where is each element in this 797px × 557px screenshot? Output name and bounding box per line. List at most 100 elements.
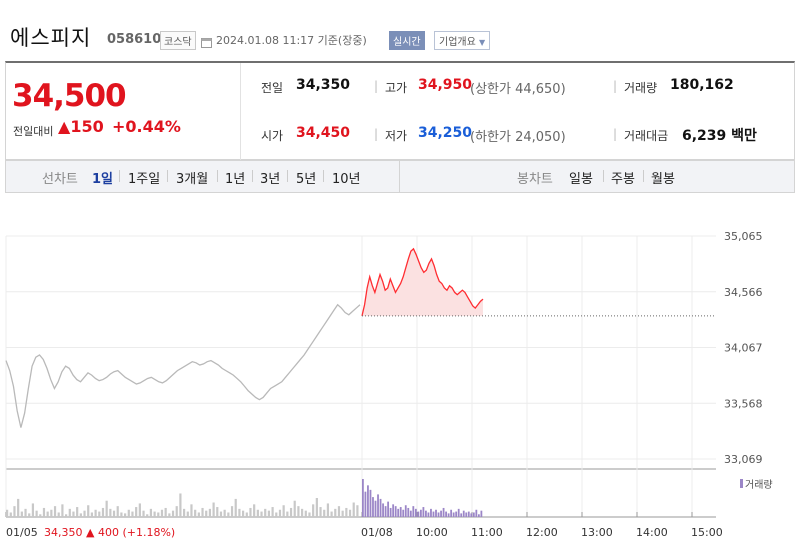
tab-3month[interactable]: 3개월	[176, 172, 209, 187]
volume-bar-today	[402, 509, 405, 517]
volume-bar-prev	[245, 512, 248, 517]
volume-bar-today	[440, 510, 442, 517]
volume-bar-prev	[116, 506, 119, 517]
volume-legend-swatch	[740, 479, 743, 488]
volume-bar-today	[447, 513, 450, 517]
volume-bar-today	[480, 510, 483, 517]
volume-bar-today	[374, 500, 377, 517]
footer-summary: 34,350 ▲ 400 (+1.18%)	[44, 526, 175, 539]
volume-bar-prev	[319, 507, 322, 517]
volume-bar-today	[450, 509, 453, 517]
y-tick-label: 35,065	[724, 230, 763, 243]
volume-bar-prev	[61, 504, 64, 517]
volume-bar-prev	[194, 509, 197, 517]
volume-bar-prev	[146, 514, 149, 517]
volume-bar-prev	[234, 498, 237, 517]
volume-bar-prev	[50, 509, 53, 517]
volume-bar-prev	[127, 509, 130, 517]
volume-bar-today	[432, 511, 435, 517]
volume-bar-prev	[249, 507, 252, 517]
separator: |	[613, 127, 618, 141]
volume-bar-prev	[20, 511, 23, 517]
volume-bars	[6, 479, 483, 517]
tab-1week[interactable]: 1주일	[128, 172, 161, 187]
volume-bar-prev	[94, 509, 97, 517]
volume-bar-prev	[24, 508, 27, 517]
period-tabs	[5, 160, 795, 193]
chevron-down-icon: ▼	[479, 38, 486, 47]
volume-bar-today	[362, 479, 364, 517]
change-amount: 150	[70, 117, 104, 136]
tab-separator	[167, 170, 168, 182]
company-overview-button[interactable]: 기업개요 ▼	[434, 31, 491, 50]
x-tick-label: 10:00	[416, 526, 448, 539]
volume-bar-today	[404, 505, 407, 517]
volume-bar-prev	[109, 508, 112, 517]
today-line	[361, 247, 484, 317]
volume-bar-prev	[83, 510, 86, 517]
tab-separator	[217, 170, 218, 182]
market-badge: 코스닥	[160, 31, 196, 50]
volume-bar-prev	[212, 502, 215, 517]
tab-daily[interactable]: 일봉	[569, 172, 593, 187]
tab-5year[interactable]: 5년	[296, 172, 317, 187]
y-tick-label: 33,568	[724, 397, 763, 410]
volume-bar-today	[409, 510, 412, 517]
tab-separator	[603, 170, 604, 182]
high-value: 34,950	[418, 77, 473, 93]
chart-grid	[5, 235, 716, 518]
volume-bar-prev	[168, 513, 171, 517]
volume-bar-today	[465, 512, 468, 517]
change-value: ▲150	[58, 117, 104, 136]
volume-bar-today	[460, 513, 463, 517]
volume-bar-today	[419, 509, 422, 517]
volume-bar-today	[435, 509, 437, 517]
volume-bar-prev	[352, 502, 355, 517]
realtime-badge[interactable]: 실시간	[389, 31, 425, 50]
volume-bar-prev	[256, 509, 259, 517]
low-label: 저가	[385, 129, 408, 143]
volume-bar-today	[417, 511, 420, 517]
volume-bar-prev	[57, 512, 60, 517]
volume-bar-prev	[341, 510, 344, 517]
volume-bar-today	[367, 485, 369, 517]
volume-bar-prev	[230, 506, 234, 517]
volume-bar-prev	[171, 510, 175, 517]
current-price: 34,500	[12, 78, 127, 114]
volume-bar-prev	[223, 509, 226, 517]
volume-bar-prev	[179, 493, 182, 517]
tab-10year[interactable]: 10년	[332, 172, 361, 187]
tab-1day[interactable]: 1일	[92, 172, 114, 187]
separator: |	[613, 79, 618, 93]
volume-bar-today	[470, 513, 473, 517]
tab-weekly[interactable]: 주봉	[611, 172, 635, 187]
volume-bar-prev	[208, 508, 212, 517]
chart-labels: 35,065 34,566 34,067 33,568 33,069 01/05 01/08…	[6, 230, 773, 539]
volume-bar-today	[372, 497, 374, 517]
upper-limit: (상한가 44,650)	[470, 82, 566, 97]
volume-bar-prev	[72, 511, 75, 517]
volume-bar-prev	[345, 507, 348, 517]
volume-bar-prev	[35, 510, 38, 517]
stock-code: 058610	[107, 32, 162, 47]
change-percent: +0.44%	[112, 117, 181, 136]
volume-bar-prev	[337, 506, 341, 517]
separator: |	[374, 127, 379, 141]
candle-chart-label: 봉차트	[517, 172, 553, 187]
amount-label: 거래대금	[624, 129, 669, 143]
tab-separator	[252, 170, 253, 182]
volume-bar-today	[377, 494, 379, 517]
volume-bar-prev	[6, 509, 9, 517]
tab-monthly[interactable]: 월봉	[651, 172, 675, 187]
volume-bar-today	[364, 491, 367, 517]
volume-bar-prev	[278, 509, 282, 517]
prev-day-line	[5, 303, 361, 428]
volume-bar-today	[392, 504, 395, 517]
volume-bar-prev	[105, 500, 108, 517]
tab-1year[interactable]: 1년	[225, 172, 246, 187]
tab-3year[interactable]: 3년	[260, 172, 281, 187]
volume-bar-today	[452, 512, 455, 517]
today-area	[362, 248, 483, 316]
volume-bar-prev	[312, 504, 315, 517]
volume-bar-today	[475, 509, 478, 517]
